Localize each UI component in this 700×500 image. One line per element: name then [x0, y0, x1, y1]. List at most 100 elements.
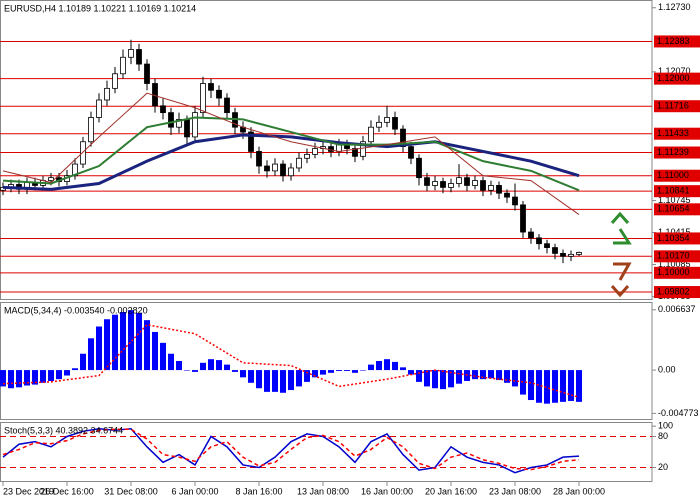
macd-bar — [144, 320, 150, 371]
y-tick-label: 20 — [658, 462, 668, 472]
candle-body — [104, 87, 110, 101]
macd-bar — [480, 370, 486, 380]
candle-body — [352, 148, 358, 157]
indicator-line — [2, 92, 580, 215]
level-label-bg — [654, 127, 700, 140]
macd-bar — [248, 370, 254, 383]
candle-body — [48, 177, 54, 181]
macd-bar — [448, 370, 454, 388]
down-arrow — [613, 262, 632, 281]
x-tick-label: 8 Jan 16:00 — [235, 486, 282, 496]
macd-bar — [352, 370, 358, 373]
x-tick-label: 6 Jan 00:00 — [171, 486, 218, 496]
panel-title: MACD(5,34,4) -0.003540 -0.002820 — [4, 305, 148, 315]
x-tick-label: 20 Jan 16:00 — [425, 486, 477, 496]
macd-bar — [432, 370, 438, 389]
macd-bar — [320, 370, 326, 375]
level-label: 1.10000 — [657, 267, 690, 277]
macd-bar — [424, 370, 430, 387]
candle-body — [576, 252, 582, 255]
level-label: 1.11716 — [657, 101, 689, 111]
macd-bar — [336, 370, 342, 371]
level-label-bg — [654, 185, 700, 198]
x-tick-label: 31 Dec 08:00 — [104, 486, 158, 496]
candle-body — [256, 151, 262, 167]
macd-bar — [224, 364, 230, 371]
candle-body — [488, 185, 494, 191]
macd-bar — [32, 370, 38, 385]
candle-body — [512, 196, 518, 206]
up-arrow-head — [610, 211, 630, 224]
macd-bar — [64, 370, 70, 376]
candle-body — [224, 97, 230, 114]
macd-bar — [536, 370, 542, 403]
level-label: 1.11433 — [657, 128, 689, 138]
macd-bar — [304, 370, 310, 382]
macd-bar — [528, 370, 534, 401]
candle-body — [176, 119, 182, 128]
candle-body — [520, 204, 526, 233]
macd-bar — [504, 370, 510, 383]
candle-body — [400, 128, 406, 148]
candle-body — [160, 105, 166, 114]
y-tick-label: 1.12730 — [658, 2, 691, 12]
level-label: 1.10170 — [657, 251, 690, 261]
macd-bar — [312, 370, 318, 378]
candle-body — [368, 126, 374, 143]
candle-body — [96, 99, 102, 118]
x-tick-label: 26 Dec 16:00 — [40, 486, 94, 496]
macd-bar — [208, 359, 214, 371]
macd-bar — [232, 370, 238, 372]
macd-bar — [112, 314, 118, 371]
candle-body — [424, 177, 430, 186]
macd-bar — [96, 326, 102, 371]
candle-body — [408, 146, 414, 159]
candle-body — [304, 153, 310, 159]
candle-body — [192, 112, 198, 138]
macd-bar — [560, 370, 566, 402]
macd-bar — [512, 370, 518, 387]
candle-body — [560, 252, 566, 257]
candle-body — [184, 119, 190, 138]
level-label: 1.12383 — [657, 36, 690, 46]
y-tick-label: 0.006637 — [658, 304, 696, 314]
candle-body — [568, 253, 574, 257]
macd-bar — [384, 359, 390, 371]
candle-body — [536, 237, 542, 245]
macd-bar — [256, 370, 262, 389]
candle-body — [128, 49, 134, 58]
macd-bar — [288, 370, 294, 391]
macd-bar — [0, 370, 6, 387]
candle-body — [112, 73, 118, 89]
macd-bar — [552, 370, 558, 403]
candle-body — [472, 180, 478, 186]
level-label: 1.10654 — [657, 204, 690, 214]
macd-bar — [200, 362, 206, 371]
macd-bar — [240, 370, 246, 378]
candle-body — [200, 83, 206, 114]
candle-body — [448, 183, 454, 188]
candle-body — [464, 177, 470, 186]
macd-bar — [296, 370, 302, 387]
macd-bar — [136, 312, 142, 371]
candle-body — [392, 117, 398, 130]
level-label-bg — [654, 203, 700, 216]
candle-body — [544, 243, 550, 248]
candle-body — [360, 141, 366, 157]
macd-bar — [368, 364, 374, 371]
candle-body — [504, 192, 510, 198]
candle-body — [296, 157, 302, 169]
candle-body — [216, 89, 222, 99]
indicator-line — [2, 116, 580, 192]
macd-bar — [576, 370, 582, 402]
level-label: 1.11000 — [657, 170, 689, 180]
macd-bar — [344, 370, 350, 371]
x-tick-label: 13 Jan 08:00 — [297, 486, 349, 496]
y-tick-label: 80 — [658, 431, 668, 441]
candle-body — [480, 180, 486, 191]
candle-body — [144, 63, 150, 84]
candle-body — [264, 165, 270, 172]
macd-bar — [88, 338, 94, 371]
level-label: 1.09802 — [657, 286, 690, 296]
